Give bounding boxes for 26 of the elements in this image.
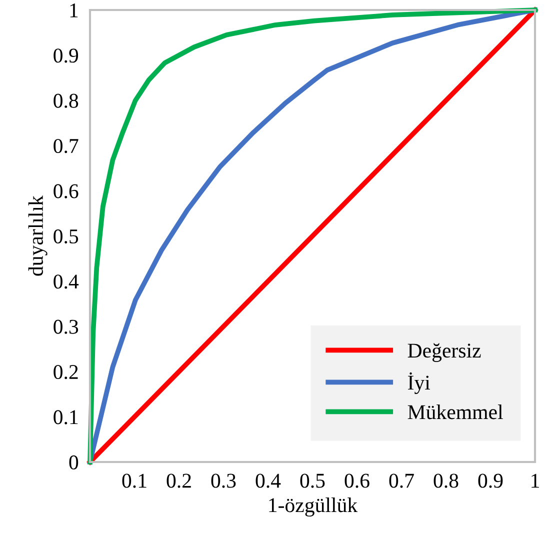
y-tick-label: 0.2 <box>54 364 78 380</box>
y-tick-label: 0.5 <box>54 229 78 244</box>
legend-label: Mükemmel <box>408 404 503 420</box>
y-tick-label: 0.8 <box>54 94 78 108</box>
y-tick-label: 0.7 <box>54 138 78 154</box>
y-tick-label: 0.4 <box>54 274 79 289</box>
y-tick-label: 0.6 <box>54 184 78 198</box>
y-tick-label: 0 <box>69 455 78 470</box>
x-tick-label: 0.2 <box>166 474 191 488</box>
x-tick-label: 0.5 <box>300 474 325 488</box>
x-axis-title: 1-özgüllük <box>269 498 358 517</box>
y-tick-label: 1 <box>70 3 78 18</box>
x-tick-label: 0.1 <box>122 474 146 488</box>
legend-label: İyi <box>408 372 430 394</box>
y-tick-label: 0.1 <box>54 410 78 424</box>
legend-label: Değersiz <box>408 343 481 362</box>
x-tick-label: 0.4 <box>256 474 281 488</box>
x-tick-label: 0.6 <box>344 474 370 488</box>
y-tick-label: 0.9 <box>54 48 78 63</box>
x-tick-label: 0.9 <box>478 474 503 488</box>
y-axis-title: duyarlılık <box>28 195 48 276</box>
x-tick-label: 1 <box>532 474 539 488</box>
y-tick-label: 0.3 <box>54 320 78 334</box>
x-tick-label: 0.8 <box>434 474 458 488</box>
x-tick-label: 0.7 <box>389 474 414 488</box>
x-tick-label: 0.3 <box>211 474 236 488</box>
